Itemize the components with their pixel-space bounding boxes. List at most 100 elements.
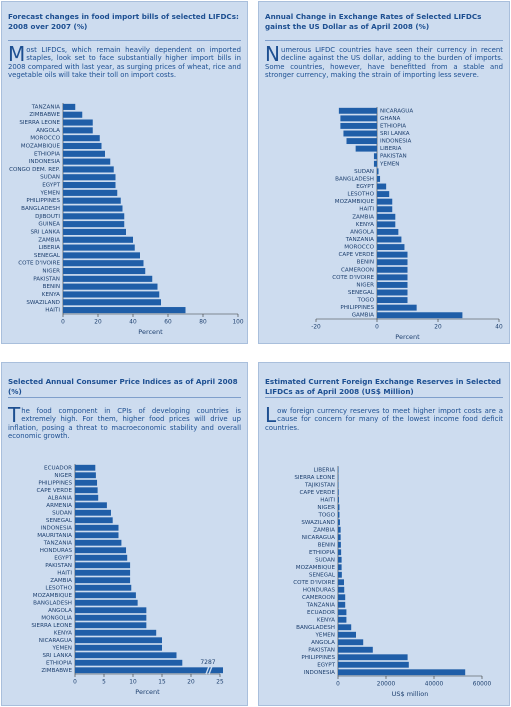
bar [377, 236, 402, 243]
bar [63, 275, 153, 282]
y-tick-label: BENIN [318, 542, 335, 548]
bar [63, 205, 123, 212]
bar [63, 127, 93, 134]
bar [377, 312, 463, 319]
bar [340, 122, 377, 129]
y-tick-label: MOROCCO [30, 136, 60, 142]
bar [75, 524, 119, 531]
y-tick-label: CAPE VERDE [299, 490, 335, 496]
bar [373, 160, 377, 167]
y-tick-label: NIGER [42, 269, 60, 275]
bar [63, 244, 135, 251]
y-tick-label: HAITI [359, 207, 374, 213]
y-tick-label: SIERRA LEONE [19, 120, 60, 126]
bar [377, 297, 408, 304]
x-tick-label: 80 [199, 320, 207, 326]
y-tick-label: PHILIPPINES [301, 655, 335, 661]
bar [377, 259, 408, 266]
bar [63, 189, 118, 196]
y-tick-label: HAITI [320, 497, 335, 503]
x-tick-label: 20 [94, 320, 102, 326]
x-axis-label: US$ million [392, 690, 429, 698]
panel: Selected Annual Consumer Price Indices a… [1, 362, 248, 706]
bar [63, 221, 125, 228]
y-tick-label: NICARAGUA [39, 638, 72, 644]
y-tick-label: SIERRA LEONE [31, 623, 72, 629]
y-tick-label: SRI LANKA [42, 653, 72, 659]
bar [75, 532, 119, 539]
bar [340, 115, 377, 122]
bar [75, 622, 147, 629]
y-tick-label: KENYA [356, 222, 374, 228]
x-tick-label: 0 [73, 680, 77, 686]
bar [338, 107, 377, 114]
y-tick-label: ETHIOPIA [380, 123, 406, 129]
bar [377, 274, 408, 281]
y-tick-label: MOZAMBIQUE [335, 199, 375, 205]
bar [343, 130, 377, 137]
bar [63, 299, 161, 306]
x-tick-label: 40 [129, 320, 137, 326]
y-tick-label: GHANA [380, 116, 401, 122]
y-tick-label: ECUADOR [44, 465, 72, 471]
y-tick-label: HONDURAS [303, 587, 336, 593]
bar [377, 251, 408, 258]
bar [63, 307, 186, 314]
bar [338, 616, 347, 623]
bar [63, 213, 125, 220]
x-tick-label: 5 [102, 680, 106, 686]
x-tick-label: 60 [164, 320, 172, 326]
bar [338, 669, 466, 676]
y-tick-label: COTE D'IVOIRE [293, 580, 335, 586]
y-tick-label: SWAZILAND [26, 300, 60, 306]
y-tick-label: ZAMBIA [352, 214, 374, 220]
bar [377, 213, 396, 220]
x-tick-label: 15 [158, 680, 166, 686]
x-tick-label: 20 [434, 325, 442, 331]
bar [75, 569, 131, 576]
x-tick-label: 25 [216, 680, 224, 686]
bar [75, 659, 183, 666]
bar [338, 556, 342, 563]
y-tick-label: SUDAN [354, 169, 374, 175]
bar [63, 197, 121, 204]
y-tick-label: CAMEROON [341, 267, 374, 273]
y-tick-label: MOZAMBIQUE [21, 143, 61, 149]
bar [63, 291, 160, 298]
bar [63, 103, 76, 110]
bar [377, 289, 408, 296]
y-tick-label: ZAMBIA [313, 527, 335, 533]
bar [338, 579, 344, 586]
bar [63, 260, 144, 267]
bar [75, 652, 177, 659]
panel-description: The food component in CPIs of developing… [8, 403, 241, 441]
y-tick-label: ANGOLA [350, 229, 374, 235]
y-tick-label: PHILIPPINES [26, 198, 60, 204]
bar [75, 644, 162, 651]
bar [63, 252, 140, 259]
bar [338, 526, 341, 533]
y-tick-label: ETHIOPIA [46, 660, 72, 666]
bar [75, 599, 138, 606]
panel: Estimated Current Foreign Exchange Reser… [258, 362, 510, 706]
y-tick-label: KENYA [42, 292, 60, 298]
bar [75, 464, 96, 471]
y-tick-label: PAKISTAN [308, 647, 335, 653]
bar [63, 267, 146, 275]
bar [75, 479, 98, 486]
y-tick-label: YEMEN [315, 632, 336, 638]
y-tick-label: LIBERIA [38, 245, 60, 251]
bar [338, 549, 342, 556]
y-tick-label: TOGO [317, 512, 335, 518]
bar [338, 646, 373, 653]
bar [63, 142, 102, 150]
bar [338, 609, 347, 616]
bar [338, 564, 342, 571]
y-tick-label: LIBERIA [380, 146, 402, 152]
panel-description: Low foreign currency reserves to meet hi… [265, 403, 503, 432]
bar [75, 629, 157, 636]
y-tick-label: PHILIPPINES [340, 305, 374, 311]
chart: 0 20 40 60 80 100 Percent TANZANIA ZIMBABWE SIERR… [9, 103, 244, 336]
